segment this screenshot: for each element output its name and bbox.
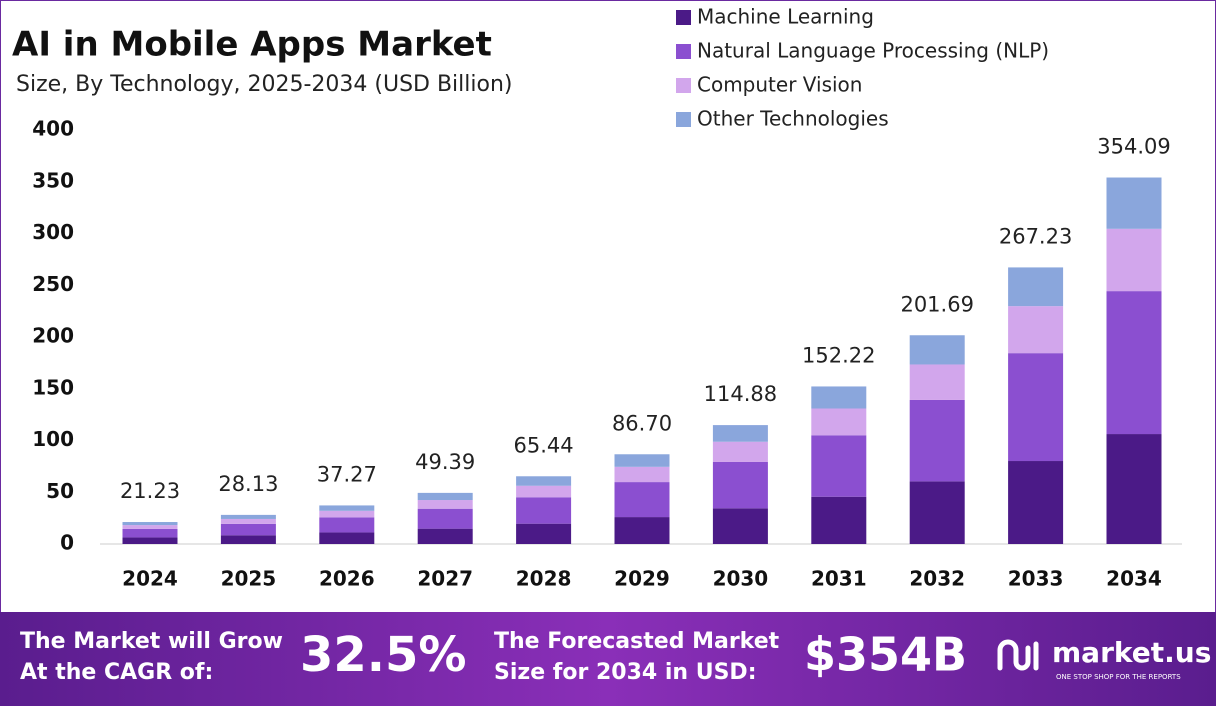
bar-segment	[122, 537, 178, 544]
total-label: 21.23	[120, 479, 180, 503]
total-label: 201.69	[900, 292, 973, 316]
y-tick-label: 200	[32, 324, 74, 348]
x-tick-label: 2032	[909, 567, 965, 591]
bar-segment	[1008, 267, 1064, 307]
legend-swatch	[676, 112, 691, 127]
bar-segment	[712, 425, 768, 442]
x-tick-label: 2024	[122, 567, 178, 591]
chart-title: AI in Mobile Apps Market	[12, 25, 492, 65]
total-label: 152.22	[802, 343, 875, 367]
bar-segment	[811, 496, 867, 544]
bar-segment	[1008, 353, 1064, 462]
y-tick-label: 400	[32, 117, 74, 141]
bar-segment	[122, 522, 178, 526]
bar-segment	[1106, 291, 1162, 435]
bar-segment	[1106, 434, 1162, 544]
bar-segment	[516, 497, 572, 524]
bar-segment	[1008, 461, 1064, 544]
bar-segment	[1106, 228, 1162, 292]
total-label: 37.27	[317, 462, 377, 486]
y-tick-label: 100	[32, 427, 74, 451]
bar-segment	[909, 399, 965, 482]
bar-segment	[811, 386, 867, 409]
y-tick-label: 350	[32, 168, 74, 192]
x-tick-label: 2029	[614, 567, 670, 591]
cagr-value: 32.5%	[300, 627, 467, 683]
bar-segment	[516, 476, 572, 486]
y-tick-label: 50	[46, 479, 74, 503]
bar-segment	[516, 523, 572, 544]
x-tick-label: 2025	[221, 567, 277, 591]
bar-segment	[319, 505, 375, 511]
total-label: 86.70	[612, 411, 672, 435]
bar-segment	[614, 482, 670, 518]
bar-segment	[811, 408, 867, 436]
bar-segment	[909, 335, 965, 365]
x-tick-label: 2027	[417, 567, 473, 591]
bar-segment	[122, 525, 178, 529]
x-tick-label: 2030	[713, 567, 769, 591]
x-tick-label: 2026	[319, 567, 375, 591]
bar-segment	[319, 532, 375, 544]
total-label: 49.39	[415, 450, 475, 474]
bar-segment	[220, 518, 276, 524]
brand-logo	[997, 639, 1039, 671]
legend-label: Machine Learning	[697, 5, 874, 29]
bar-segment	[811, 435, 867, 497]
legend-swatch	[676, 44, 691, 59]
bar-segment	[220, 535, 276, 544]
legend-swatch	[676, 10, 691, 25]
forecast-value: $354B	[804, 628, 967, 682]
bar-segment	[417, 492, 473, 501]
legend-label: Other Technologies	[697, 107, 889, 131]
total-label: 267.23	[999, 224, 1072, 248]
bar-segment	[417, 528, 473, 544]
y-tick-label: 0	[60, 531, 74, 555]
cagr-text: At the CAGR of:	[20, 660, 213, 685]
forecast-text: Size for 2034 in USD:	[494, 660, 757, 685]
x-tick-label: 2028	[516, 567, 572, 591]
forecast-text: The Forecasted Market	[494, 629, 780, 654]
total-label: 354.09	[1097, 135, 1170, 159]
cagr-text: The Market will Grow	[20, 629, 283, 654]
bar-segment	[417, 508, 473, 529]
legend-label: Computer Vision	[697, 73, 862, 97]
bar-segment	[614, 466, 670, 483]
bar-segment	[1008, 306, 1064, 354]
bar-segment	[319, 517, 375, 533]
legend-swatch	[676, 78, 691, 93]
x-tick-label: 2031	[811, 567, 867, 591]
bar-segment	[712, 508, 768, 544]
bar-segment	[712, 461, 768, 509]
total-label: 114.88	[704, 382, 777, 406]
total-label: 65.44	[514, 433, 574, 457]
y-tick-label: 250	[32, 272, 74, 296]
brand: market.us	[1052, 636, 1211, 669]
y-tick-label: 150	[32, 375, 74, 399]
bar-segment	[712, 441, 768, 462]
bar-segment	[220, 523, 276, 536]
bar-segment	[614, 517, 670, 544]
bar-segment	[516, 485, 572, 498]
legend-label: Natural Language Processing (NLP)	[697, 39, 1049, 63]
x-tick-label: 2034	[1106, 567, 1162, 591]
footer-banner	[0, 612, 1216, 706]
chart-subtitle: Size, By Technology, 2025-2034 (USD Bill…	[16, 72, 513, 97]
y-tick-label: 300	[32, 220, 74, 244]
brand-tagline: ONE STOP SHOP FOR THE REPORTS	[1056, 673, 1181, 681]
bar-segment	[614, 454, 670, 467]
bar-segment	[909, 364, 965, 400]
bar-segment	[909, 481, 965, 544]
total-label: 28.13	[218, 472, 278, 496]
x-tick-label: 2033	[1008, 567, 1064, 591]
bar-segment	[319, 510, 375, 518]
bar-segment	[122, 528, 178, 538]
bar-segment	[417, 500, 473, 509]
bar-segment	[1106, 177, 1162, 229]
bar-segment	[220, 514, 276, 519]
